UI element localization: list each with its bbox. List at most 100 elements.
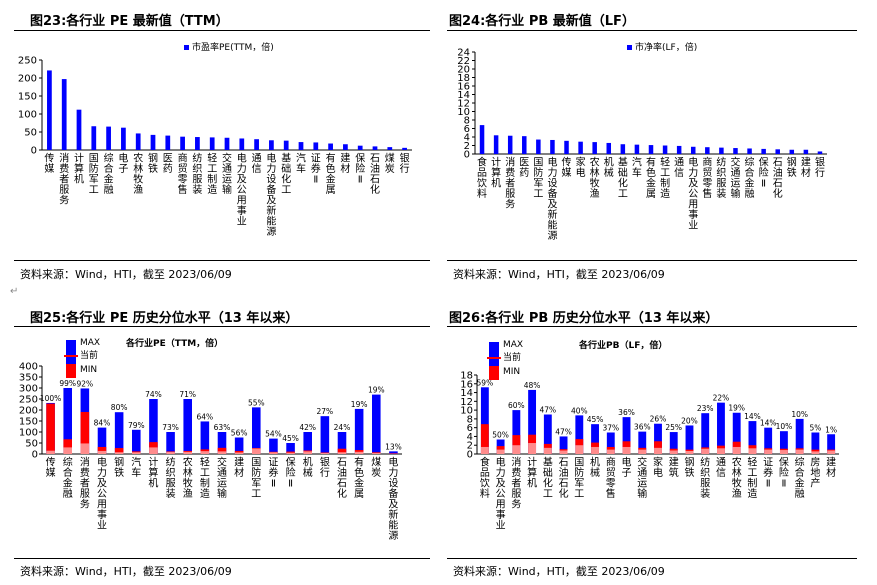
x-tick-label: 电 (688, 156, 698, 169)
x-tick-label: 军 (533, 178, 543, 190)
chart-title: 各行业PB（LF，倍） (578, 339, 667, 351)
max-bar (638, 431, 647, 454)
x-tick-label: 电 (653, 466, 663, 479)
x-tick-label: 纺 (192, 152, 202, 165)
x-tick-label: 牧 (732, 477, 742, 490)
x-tick-label: 证 (311, 153, 321, 165)
x-tick-label: 合 (104, 162, 114, 175)
x-tick-label: 国 (574, 457, 584, 469)
x-tick-label: 工 (574, 489, 584, 500)
x-tick-label: 力 (388, 466, 398, 479)
x-tick-label: 新 (547, 208, 557, 221)
x-tick-label: 及 (237, 174, 247, 186)
bar (239, 138, 245, 150)
x-tick-label: 建 (340, 152, 350, 165)
x-tick-label: 力 (688, 166, 698, 179)
x-tick-label: 公 (688, 189, 698, 200)
min-bar (638, 449, 647, 454)
x-tick-label: 电 (118, 152, 128, 165)
x-tick-label: 综 (745, 156, 755, 169)
x-tick-label: 纺 (716, 156, 726, 169)
x-tick-label: 化 (618, 177, 628, 190)
chart-title: 各行业PE（TTM，倍） (125, 337, 223, 349)
bar (61, 79, 67, 150)
x-tick-label: 售 (178, 183, 188, 196)
x-tick-label: 制 (207, 173, 217, 186)
x-tick-label: 用 (688, 200, 698, 211)
x-tick-label: 化 (281, 173, 291, 186)
min-bar (827, 450, 836, 454)
title-rule (14, 30, 430, 31)
legend-label: MIN (80, 365, 97, 375)
y-tick-label: 150 (19, 417, 38, 428)
min-bar (166, 451, 175, 454)
x-tick-label: 计 (148, 456, 158, 469)
max-bar (512, 410, 521, 454)
x-tick-label: 汽 (632, 156, 642, 169)
x-tick-label: 铁 (114, 466, 124, 479)
percentile-label: 22% (713, 394, 730, 403)
max-bar (63, 388, 72, 454)
x-tick-label: 军 (89, 174, 99, 186)
legend-swatch (627, 45, 632, 50)
x-tick-label: 炭 (371, 467, 381, 479)
x-tick-label: 工 (251, 489, 261, 500)
percentile-label: 59% (477, 378, 494, 387)
x-tick-label: 筑 (669, 466, 679, 479)
x-tick-label: 能 (266, 215, 276, 228)
y-tick-label: 400 (19, 362, 38, 373)
percentile-label: 47% (539, 406, 556, 415)
x-tick-label: 业 (688, 220, 698, 232)
x-tick-label: 油 (337, 466, 347, 479)
bar (775, 149, 780, 154)
bar (328, 143, 333, 150)
x-tick-label: 消 (511, 456, 521, 469)
x-tick-label: 林 (183, 466, 193, 479)
y-tick-label: 350 (19, 373, 38, 384)
x-tick-label: 建 (801, 156, 811, 169)
source-rule (447, 558, 857, 559)
x-tick-label: 纺 (166, 456, 176, 469)
x-tick-label: 钢 (684, 456, 694, 469)
min-bar (717, 448, 725, 454)
x-tick-label: 制 (660, 177, 670, 190)
x-tick-label: 务 (80, 498, 90, 511)
x-tick-label: 地 (810, 466, 820, 479)
y-tick-label: 200 (18, 74, 37, 85)
min-bar (372, 452, 381, 454)
x-tick-label: 织 (192, 163, 202, 175)
x-tick-label: 保 (779, 456, 789, 469)
x-tick-label: 行 (815, 166, 825, 179)
x-tick-label: 计 (527, 456, 537, 469)
max-bar (795, 418, 804, 454)
legend-label: 当前 (80, 349, 98, 361)
x-tick-label: 牧 (590, 177, 600, 190)
x-tick-label: 机 (527, 477, 537, 490)
x-tick-label: 保 (355, 152, 365, 165)
x-tick-label: 能 (388, 519, 398, 532)
percentile-label: 56% (231, 429, 248, 438)
bar (343, 144, 348, 150)
x-tick-label: 防 (533, 166, 543, 179)
max-bar (559, 436, 568, 454)
min-bar (496, 449, 505, 454)
bar (135, 133, 141, 150)
x-tick-label: 设 (547, 178, 557, 190)
percentile-label: 5% (809, 423, 821, 432)
max-bar (269, 438, 278, 454)
x-tick-label: 铁 (787, 166, 797, 179)
x-tick-label: 综 (104, 152, 114, 165)
bar (507, 135, 513, 154)
x-tick-label: 交 (637, 456, 647, 469)
x-tick-label: 费 (511, 466, 521, 479)
max-bar (528, 389, 537, 454)
percentile-label: 10% (791, 410, 808, 419)
x-tick-label: 融 (104, 184, 114, 196)
x-tick-label: 机 (491, 177, 501, 190)
x-tick-label: 械 (604, 166, 614, 179)
x-tick-label: 渔 (133, 184, 143, 196)
y-tick-label: 50 (25, 439, 38, 450)
x-tick-label: 食 (477, 156, 487, 169)
title-rule (447, 326, 857, 327)
x-tick-label: 券 (311, 162, 321, 175)
